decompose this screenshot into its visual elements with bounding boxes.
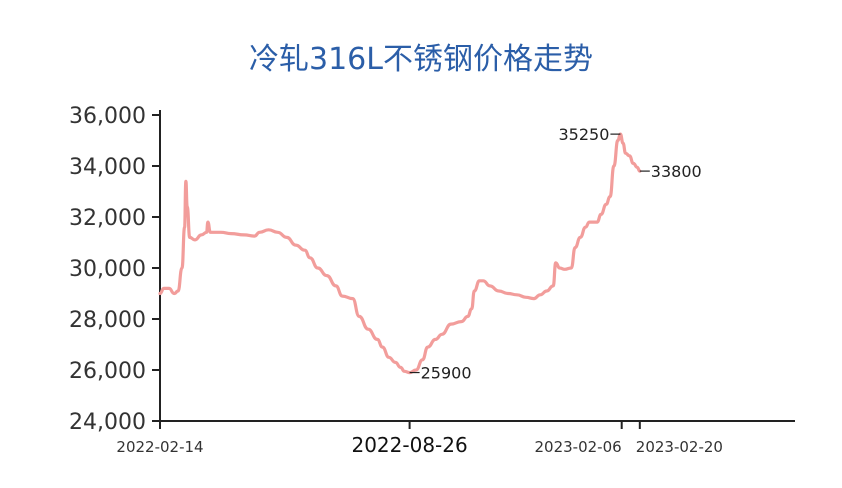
annotation-label: 33800 xyxy=(651,162,702,181)
y-tick-label: 30,000 xyxy=(69,257,146,282)
annotation-label: 35250 xyxy=(559,125,610,144)
chart-axes: 24,000 26,000 28,000 30,000 32,000 34,000 36,0… xyxy=(69,104,795,457)
x-tick-label: 2023-02-06 xyxy=(535,438,622,456)
y-tick-label: 32,000 xyxy=(69,206,146,231)
x-tick-label: 2022-02-14 xyxy=(116,438,203,456)
y-tick-label: 34,000 xyxy=(69,155,146,180)
y-tick-label: 24,000 xyxy=(69,410,146,435)
chart-title: 冷轧316L不锈钢价格走势 xyxy=(249,42,593,77)
x-tick-label: 2022-08-26 xyxy=(351,433,467,457)
price-series-line xyxy=(158,132,642,375)
x-tick-label: 2023-02-20 xyxy=(636,438,723,456)
y-tick-label: 28,000 xyxy=(69,308,146,333)
y-tick-label: 36,000 xyxy=(69,104,146,129)
chart-series xyxy=(158,132,642,375)
chart-annotations: 25900 35250 33800 xyxy=(409,125,702,383)
y-tick-label: 26,000 xyxy=(69,359,146,384)
annotation-label: 25900 xyxy=(421,364,472,383)
